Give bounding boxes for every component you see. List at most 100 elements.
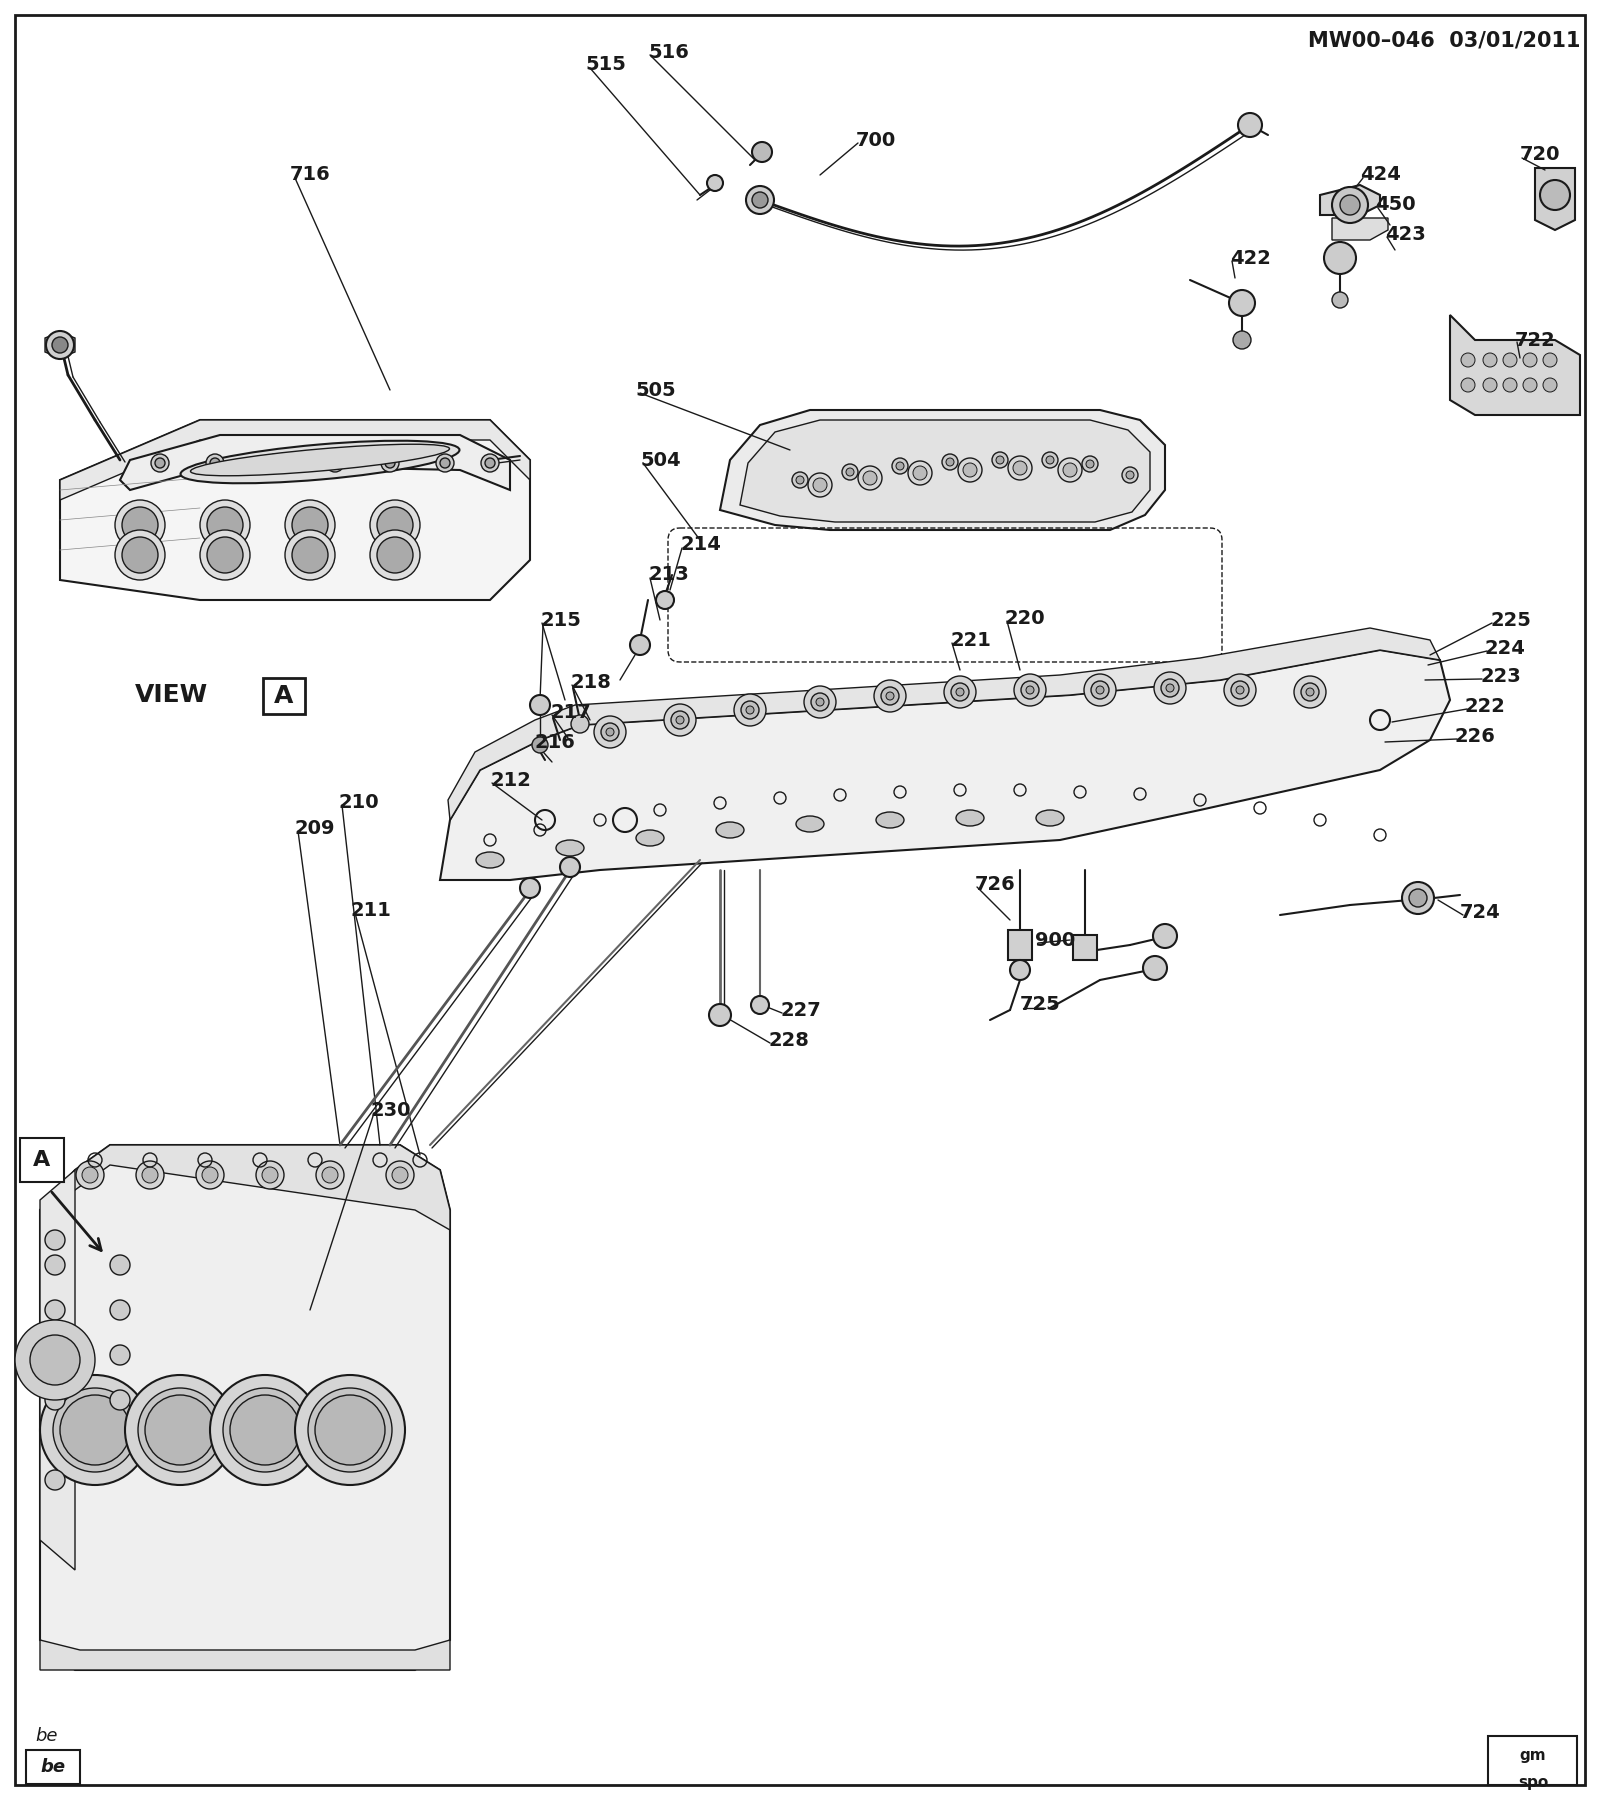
Circle shape [1122,466,1138,482]
Circle shape [1042,452,1058,468]
Circle shape [370,529,419,580]
Circle shape [256,1161,285,1190]
Text: 725: 725 [1021,995,1061,1015]
Polygon shape [40,1145,450,1670]
Circle shape [1331,292,1347,308]
Circle shape [210,457,221,468]
Ellipse shape [181,441,459,482]
Polygon shape [1450,315,1581,416]
Circle shape [266,454,285,472]
Circle shape [45,1300,66,1319]
Circle shape [315,1395,386,1465]
Circle shape [330,457,339,468]
Text: 422: 422 [1230,248,1270,268]
Circle shape [326,454,344,472]
Text: 209: 209 [294,819,336,837]
Text: 423: 423 [1386,225,1426,245]
Circle shape [210,1375,320,1485]
FancyBboxPatch shape [26,1750,80,1784]
Circle shape [482,454,499,472]
Circle shape [1542,353,1557,367]
Circle shape [206,454,224,472]
Text: 222: 222 [1466,697,1506,715]
Circle shape [942,454,958,470]
Polygon shape [61,419,530,599]
Circle shape [995,455,1005,464]
Circle shape [202,1166,218,1183]
Circle shape [792,472,808,488]
Circle shape [1021,680,1038,698]
Circle shape [1539,180,1570,211]
Text: 720: 720 [1520,146,1560,164]
Circle shape [1483,353,1498,367]
Circle shape [750,995,770,1013]
Circle shape [602,724,619,742]
Circle shape [45,1471,66,1490]
Circle shape [1010,959,1030,979]
Polygon shape [720,410,1165,529]
Circle shape [46,331,74,358]
Polygon shape [1008,931,1032,959]
Circle shape [291,536,328,572]
Circle shape [886,691,894,700]
Circle shape [200,500,250,551]
Circle shape [110,1300,130,1319]
Circle shape [874,680,906,713]
Circle shape [1523,378,1538,392]
Ellipse shape [477,851,504,868]
Circle shape [1301,682,1318,700]
Circle shape [222,1388,307,1472]
Ellipse shape [557,841,584,857]
Circle shape [914,466,926,481]
Text: VIEW: VIEW [134,682,208,707]
Circle shape [707,175,723,191]
Text: 515: 515 [586,56,626,74]
Circle shape [1502,378,1517,392]
Circle shape [53,1388,138,1472]
Ellipse shape [637,830,664,846]
Circle shape [797,475,805,484]
Circle shape [1224,673,1256,706]
Circle shape [1461,378,1475,392]
Circle shape [1294,677,1326,707]
Polygon shape [440,650,1450,880]
Circle shape [1014,673,1046,706]
Circle shape [656,590,674,608]
Text: 220: 220 [1005,608,1046,628]
Circle shape [842,464,858,481]
Polygon shape [120,436,510,490]
Text: 227: 227 [781,1001,821,1019]
Text: 724: 724 [1459,902,1501,922]
Text: 226: 226 [1454,727,1496,745]
Text: 504: 504 [640,450,680,470]
Circle shape [520,878,541,898]
Circle shape [1091,680,1109,698]
Ellipse shape [717,823,744,839]
Circle shape [896,463,904,470]
Circle shape [963,463,978,477]
Polygon shape [1320,185,1379,214]
Circle shape [1306,688,1314,697]
Circle shape [125,1375,235,1485]
Circle shape [40,1375,150,1485]
Circle shape [392,1166,408,1183]
Ellipse shape [1037,810,1064,826]
Text: 900: 900 [1035,931,1075,950]
Circle shape [1542,378,1557,392]
Circle shape [670,711,690,729]
Polygon shape [1331,218,1389,239]
Circle shape [1483,378,1498,392]
Circle shape [1341,194,1360,214]
Circle shape [1238,113,1262,137]
Circle shape [440,457,450,468]
Circle shape [1008,455,1032,481]
Polygon shape [1074,934,1098,959]
Circle shape [1325,241,1357,274]
Circle shape [307,1388,392,1472]
Circle shape [805,686,835,718]
Circle shape [1410,889,1427,907]
Circle shape [1062,463,1077,477]
Text: 722: 722 [1515,331,1555,349]
Circle shape [115,500,165,551]
Circle shape [909,461,931,484]
